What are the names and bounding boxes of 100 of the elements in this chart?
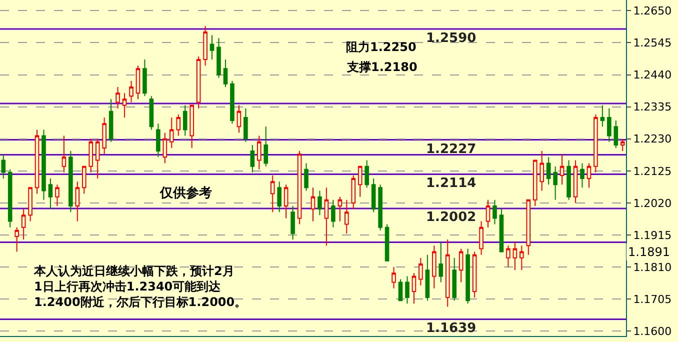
ref-line-label: 1.2114 xyxy=(426,176,476,191)
candlestick xyxy=(108,98,114,142)
candlestick xyxy=(358,166,362,198)
candlestick xyxy=(88,138,94,173)
candlestick xyxy=(586,162,592,188)
candlestick xyxy=(526,199,531,256)
candlestick xyxy=(14,226,19,252)
candlestick xyxy=(392,266,396,289)
candlestick xyxy=(566,160,571,200)
candlestick xyxy=(190,104,194,149)
ref-line-label: 1.1639 xyxy=(426,321,476,336)
candlestick xyxy=(264,126,268,167)
candlestick xyxy=(62,135,66,173)
candlestick xyxy=(244,108,248,142)
candlestick xyxy=(486,199,490,228)
candlestick xyxy=(573,160,578,204)
ref-line-label: 1.1891 xyxy=(628,245,670,259)
candlestick xyxy=(458,248,464,283)
candlestick xyxy=(142,59,147,97)
candlestick xyxy=(338,196,342,222)
candlestick xyxy=(162,132,168,164)
y-tick-label: 1.1600 xyxy=(633,324,672,338)
candlestick xyxy=(75,181,80,222)
candlestick xyxy=(196,56,201,109)
candlestick xyxy=(216,38,221,78)
candlestick xyxy=(95,138,100,180)
candlestick xyxy=(371,178,376,213)
candlestick xyxy=(520,245,524,271)
candlestick xyxy=(479,220,484,256)
candlestick xyxy=(82,166,86,194)
candlestick xyxy=(304,162,308,192)
candlestick xyxy=(122,92,127,118)
candlestick xyxy=(560,154,564,186)
candlestick xyxy=(284,184,288,219)
candlestick xyxy=(136,65,140,100)
candlestick xyxy=(620,138,625,152)
candlestick xyxy=(318,190,322,216)
y-tick-label: 1.2020 xyxy=(633,196,672,210)
candlestick xyxy=(176,114,181,136)
candlestick xyxy=(182,104,188,136)
candlestick xyxy=(277,181,282,213)
candlestick xyxy=(1,154,6,180)
candlestick xyxy=(580,162,584,188)
candlestick xyxy=(614,120,618,149)
candlestick xyxy=(149,96,154,130)
candlestick xyxy=(203,25,208,66)
candlestick xyxy=(270,174,275,213)
candlestick xyxy=(492,199,497,225)
candlestick xyxy=(230,80,234,124)
candlestick xyxy=(412,272,416,304)
candlestick xyxy=(499,208,504,252)
candlestick xyxy=(257,135,262,170)
candlestick xyxy=(28,187,32,222)
ref-line-label: 1.2002 xyxy=(426,210,476,225)
candlestick xyxy=(297,150,302,225)
annotation: 支撑1.2180 xyxy=(346,60,418,74)
candlestick xyxy=(156,123,160,158)
candlestick xyxy=(48,178,53,210)
candlestick xyxy=(425,254,430,302)
candlestick xyxy=(34,129,40,194)
candlestick xyxy=(378,184,382,231)
annotation: 仅供参考 xyxy=(159,185,212,201)
y-tick-label: 1.2650 xyxy=(633,4,672,18)
candlestick xyxy=(452,257,456,302)
candlestick xyxy=(466,248,470,304)
candlestick xyxy=(405,276,410,304)
candlestick xyxy=(600,104,605,128)
candlestick xyxy=(324,187,329,246)
candlestick xyxy=(607,108,612,142)
candlestick xyxy=(432,245,436,289)
candlestick xyxy=(250,144,255,173)
ref-line-label: 1.2590 xyxy=(426,31,476,46)
candlestick xyxy=(384,224,390,262)
annotation: 阻力1.2250 xyxy=(346,40,416,54)
candlestick xyxy=(438,242,444,283)
y-tick-label: 1.2125 xyxy=(633,164,672,178)
candlestick xyxy=(532,160,538,206)
y-tick-label: 1.2545 xyxy=(633,36,672,50)
candlestick xyxy=(129,80,134,103)
candlestick xyxy=(364,160,369,188)
y-tick-label: 1.2230 xyxy=(633,132,672,146)
candlestick xyxy=(170,116,174,149)
candlestick xyxy=(540,150,544,192)
candlestick xyxy=(472,251,477,298)
y-tick-label: 1.1705 xyxy=(633,292,672,306)
annotation: 本人认为近日继续小幅下跌，预计2月 1日上行再次冲击1.2340可能到达 1.2400附近，尔后下行目标1.2000。 xyxy=(33,264,247,310)
candlestick xyxy=(546,156,551,186)
y-tick-label: 1.1810 xyxy=(633,260,672,274)
candlestick xyxy=(236,104,242,134)
y-tick-label: 1.2440 xyxy=(633,68,672,82)
candlestick xyxy=(445,239,450,308)
candlestick xyxy=(210,34,214,60)
candlestick xyxy=(8,168,12,228)
candlestick xyxy=(290,205,295,240)
candlestick xyxy=(512,242,518,271)
candlestick xyxy=(55,184,60,206)
candlestick xyxy=(223,59,228,88)
ref-line-label: 1.2227 xyxy=(426,142,476,157)
candlestick xyxy=(344,199,349,234)
candlestick xyxy=(68,150,73,213)
